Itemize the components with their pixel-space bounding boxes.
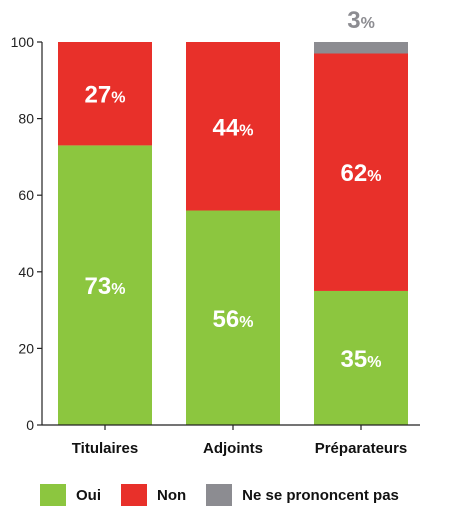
y-tick-label: 80 xyxy=(18,111,34,127)
legend-label: Ne se prononcent pas xyxy=(242,486,399,504)
y-tick-label: 40 xyxy=(18,264,34,280)
value-labels: 73%27%56%44%35%62%3% xyxy=(85,7,382,373)
data-label: 73% xyxy=(85,273,126,300)
legend-label: Non xyxy=(157,486,187,504)
bar-segment-oui xyxy=(314,290,408,425)
bars xyxy=(58,42,408,425)
y-axis: 0 20 40 60 80 100 xyxy=(11,34,43,433)
data-label: 62% xyxy=(341,160,382,187)
data-label-percent: % xyxy=(367,168,381,185)
data-label-value: 35 xyxy=(341,346,368,373)
data-label: 3% xyxy=(347,7,375,34)
x-category-label: Adjoints xyxy=(203,440,263,457)
legend-item: Ne se prononcent pas xyxy=(206,484,399,506)
bar-segment-non xyxy=(58,42,152,146)
data-label-percent: % xyxy=(367,354,381,371)
data-label-percent: % xyxy=(111,281,125,298)
y-tick-label: 60 xyxy=(18,187,34,203)
data-label-value: 3 xyxy=(347,7,360,34)
bar-segment-oui xyxy=(58,145,152,425)
data-label-value: 56 xyxy=(213,306,240,333)
x-category-label: Titulaires xyxy=(72,440,138,457)
data-label: 27% xyxy=(85,82,126,109)
legend-item: Oui xyxy=(40,484,101,506)
data-label-percent: % xyxy=(361,15,375,32)
data-label-value: 27 xyxy=(85,82,112,109)
legend-swatch xyxy=(40,484,66,506)
data-label-value: 62 xyxy=(341,160,368,187)
bar-segment-non xyxy=(186,42,280,211)
y-tick-label: 100 xyxy=(11,34,35,50)
legend-item: Non xyxy=(121,484,186,506)
stacked-bar-chart: 0 20 40 60 80 100 Titulaires Adjoints Préparate… xyxy=(11,7,420,457)
data-label: 44% xyxy=(213,114,254,141)
bar-segment-non xyxy=(314,53,408,291)
legend-swatch xyxy=(121,484,147,506)
legend: Oui Non Ne se prononcent pas xyxy=(40,484,399,506)
bar-segment-oui xyxy=(186,210,280,425)
data-label: 56% xyxy=(213,306,254,333)
legend-label: Oui xyxy=(76,486,101,504)
data-label-percent: % xyxy=(111,90,125,107)
data-label-value: 44 xyxy=(213,114,240,141)
y-tick-label: 20 xyxy=(18,340,34,356)
bar-segment-ne-se-prononcent-pas xyxy=(314,42,408,54)
x-axis: Titulaires Adjoints Préparateurs xyxy=(42,424,420,457)
data-label: 35% xyxy=(341,346,382,373)
data-label-percent: % xyxy=(239,314,253,331)
data-label-percent: % xyxy=(239,122,253,139)
y-tick-label: 0 xyxy=(26,417,34,433)
x-category-label: Préparateurs xyxy=(315,440,408,457)
legend-swatch xyxy=(206,484,233,506)
data-label-value: 73 xyxy=(85,273,112,300)
